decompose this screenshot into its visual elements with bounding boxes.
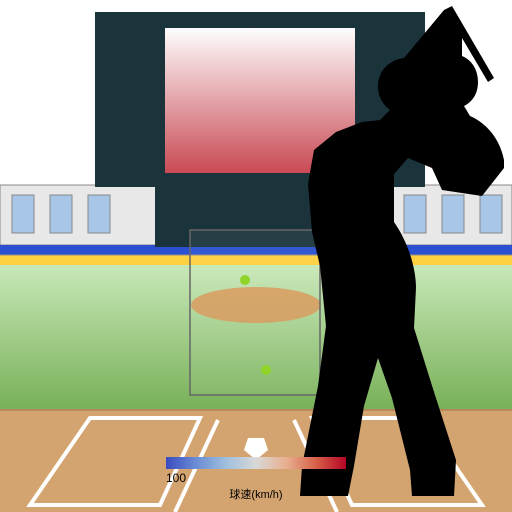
legend-tick-max: 150: [326, 471, 346, 485]
legend-ticks: 100 150: [166, 471, 346, 485]
pitch-location-chart: 100 150 球速(km/h): [0, 0, 512, 512]
chart-svg: [0, 0, 512, 512]
legend-label: 球速(km/h): [166, 486, 346, 502]
speed-legend: 100 150 球速(km/h): [166, 457, 346, 502]
legend-tick-min: 100: [166, 471, 186, 485]
legend-gradient-bar: [166, 457, 346, 469]
